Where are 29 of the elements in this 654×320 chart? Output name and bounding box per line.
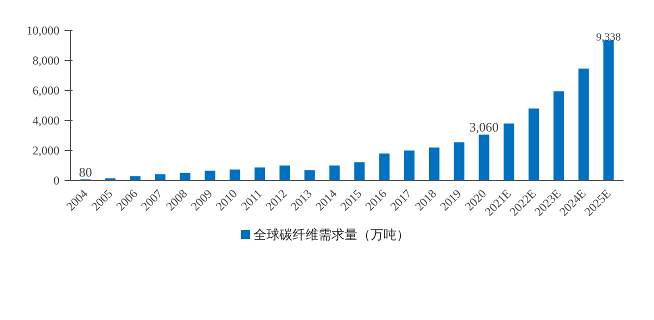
- y-tick-label: 8,000: [32, 54, 60, 68]
- legend-label: 全球碳纤维需求量（万吨）: [254, 227, 410, 242]
- bar: [230, 170, 240, 180]
- bar: [554, 91, 564, 180]
- bar: [354, 162, 365, 180]
- data-label: 3,060: [469, 120, 499, 135]
- bar: [329, 166, 340, 180]
- bar: [454, 142, 464, 180]
- bar: [254, 167, 266, 180]
- bar: [478, 134, 490, 180]
- y-tick-label: 4,000: [32, 114, 60, 128]
- bar: [528, 108, 540, 180]
- bar: [578, 68, 589, 180]
- bar: [130, 176, 140, 180]
- bar: [404, 150, 415, 180]
- y-tick-label: 10,000: [26, 24, 60, 38]
- data-label: 80: [78, 164, 92, 180]
- y-tick-label: 2,000: [32, 144, 60, 158]
- bar: [379, 154, 390, 180]
- x-tick-label: 2011: [238, 186, 265, 214]
- bar: [180, 172, 190, 180]
- y-tick-label: 0: [54, 174, 60, 188]
- bar: [504, 124, 514, 180]
- bar: [428, 148, 440, 180]
- data-label: 9,338: [596, 31, 622, 44]
- bar: [154, 174, 166, 180]
- bar: [304, 170, 315, 180]
- y-tick-label: 6,000: [32, 84, 60, 98]
- bar: [279, 166, 290, 180]
